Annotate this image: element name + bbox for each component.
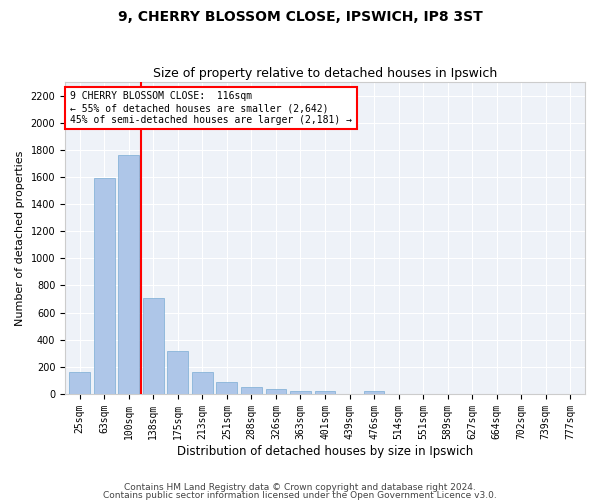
Bar [314,392,335,394]
Text: Contains HM Land Registry data © Crown copyright and database right 2024.: Contains HM Land Registry data © Crown c… [124,483,476,492]
Bar [364,392,385,394]
X-axis label: Distribution of detached houses by size in Ipswich: Distribution of detached houses by size … [177,444,473,458]
Bar [94,178,115,394]
Text: 9, CHERRY BLOSSOM CLOSE, IPSWICH, IP8 3ST: 9, CHERRY BLOSSOM CLOSE, IPSWICH, IP8 3S… [118,10,482,24]
Bar [241,386,262,394]
Bar [290,390,311,394]
Bar [143,298,164,394]
Bar [70,372,90,394]
Bar [217,382,238,394]
Bar [118,156,139,394]
Bar [192,372,213,394]
Bar [266,389,286,394]
Text: Contains public sector information licensed under the Open Government Licence v3: Contains public sector information licen… [103,492,497,500]
Y-axis label: Number of detached properties: Number of detached properties [15,150,25,326]
Text: 9 CHERRY BLOSSOM CLOSE:  116sqm
← 55% of detached houses are smaller (2,642)
45%: 9 CHERRY BLOSSOM CLOSE: 116sqm ← 55% of … [70,92,352,124]
Title: Size of property relative to detached houses in Ipswich: Size of property relative to detached ho… [153,66,497,80]
Bar [167,352,188,394]
